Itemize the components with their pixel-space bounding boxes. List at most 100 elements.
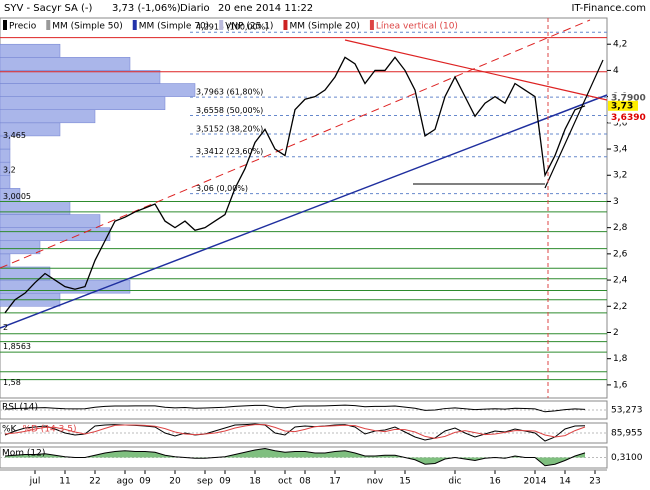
- period: Diario: [180, 3, 210, 14]
- legend-box: [283, 20, 288, 30]
- x-tick-label: oct: [278, 477, 292, 487]
- legend-label: Línea vertical (10): [376, 22, 458, 32]
- fib-label: 3,3412 (23,60%): [196, 147, 263, 156]
- price-label-box: [608, 112, 638, 123]
- indicator-value: 85,955: [611, 429, 643, 439]
- fib-label: 3,6558 (50,00%): [196, 106, 263, 115]
- indicator-panel: [0, 400, 608, 420]
- legend-label: MM (Simple 50): [52, 22, 122, 32]
- change: 3,73 (-1,06%): [112, 3, 181, 14]
- x-tick-label: 16: [489, 477, 501, 487]
- volume-bar: [0, 227, 111, 242]
- profile-label: 3,465: [3, 131, 26, 140]
- legend-box: [219, 20, 224, 30]
- indicator-value: 0,3100: [611, 453, 643, 463]
- x-tick-label: 09: [219, 477, 231, 487]
- price-label: 3,7900: [611, 93, 646, 103]
- fib-label: 4,2915 (100,00%): [196, 23, 268, 32]
- volume-bar: [0, 253, 11, 268]
- profile-label: 3,2: [3, 166, 16, 175]
- indicator-line: [4, 447, 586, 467]
- price-label-box: [608, 100, 638, 111]
- volume-bar: [0, 174, 11, 189]
- volume-bar: [0, 201, 71, 215]
- x-tick-label: 23: [589, 477, 600, 487]
- x-tick-label: 08: [299, 477, 311, 487]
- y-tick-label: 1,6: [613, 380, 628, 390]
- trend-line: [0, 19, 591, 269]
- y-tick-label: 2,6: [613, 249, 628, 259]
- x-tick-label: 2014: [524, 477, 547, 487]
- x-tick-label: 14: [559, 477, 571, 487]
- x-tick-label: 18: [249, 477, 261, 487]
- fib-label: 3,06 (0,00%): [196, 184, 248, 193]
- ticker: SYV - Sacyr SA (-): [4, 3, 93, 14]
- x-tick-label: 20: [169, 477, 181, 487]
- legend-label: VNP (25 1): [225, 22, 273, 32]
- fib-label: 3,5152 (38,20%): [196, 124, 263, 133]
- volume-bar: [0, 214, 101, 228]
- price-label: 3,6390: [611, 113, 646, 123]
- date: 20 ene 2014 11:22: [218, 3, 313, 14]
- profile-label: 2: [3, 323, 8, 332]
- x-tick-label: ago: [117, 477, 134, 487]
- volume-bar: [0, 148, 11, 163]
- y-tick-label: 4: [613, 66, 619, 76]
- y-tick-label: 3,6: [613, 118, 628, 128]
- x-tick-label: 22: [89, 477, 100, 487]
- indicator-area: [5, 448, 585, 466]
- legend-box: [46, 20, 51, 30]
- volume-bar: [0, 43, 61, 58]
- x-tick-label: dic: [448, 477, 461, 487]
- x-tick-label: jul: [29, 477, 41, 487]
- y-tick-label: 2,2: [613, 302, 627, 312]
- legend-label: MM (Simple 70): [139, 22, 209, 32]
- indicator-name: Mom (12): [2, 449, 45, 459]
- y-tick-label: 1,8: [613, 354, 628, 364]
- indicator-line: [4, 423, 586, 442]
- price-line: [4, 56, 586, 314]
- indicator-line: [4, 404, 586, 413]
- y-tick-label: 2,4: [613, 276, 628, 286]
- volume-bar: [0, 266, 51, 281]
- volume-bar: [0, 83, 196, 97]
- y-tick-label: 4,2: [613, 40, 627, 50]
- indicator-name: RSI (14): [2, 403, 38, 413]
- volume-bar: [0, 240, 41, 255]
- y-tick-label: 3,4: [613, 145, 628, 155]
- price-label-box: [608, 92, 638, 103]
- x-tick-label: 17: [329, 477, 340, 487]
- legend-box: [132, 20, 137, 30]
- legend-box: [3, 20, 7, 30]
- volume-bar: [0, 57, 131, 71]
- profile-label: 1,8563: [3, 342, 31, 351]
- volume-bar: [0, 70, 161, 84]
- profile-label: 1,58: [3, 378, 21, 387]
- y-tick-label: 2: [613, 328, 619, 338]
- price-label: 3,73: [611, 101, 633, 111]
- legend-box: [369, 20, 374, 30]
- x-tick-label: sep: [197, 477, 213, 487]
- x-tick-label: 09: [139, 477, 151, 487]
- trend-line: [0, 94, 608, 329]
- y-tick-label: 2,8: [613, 223, 628, 233]
- indicator-line: [4, 424, 586, 439]
- indicator-name: %K: [2, 425, 18, 435]
- volume-bar: [0, 109, 96, 124]
- y-tick-label: 3: [613, 197, 619, 207]
- volume-bar: [0, 96, 166, 110]
- legend-label: MM (Simple 20): [289, 22, 359, 32]
- trend-line: [544, 59, 604, 189]
- indicator-value: 53,273: [611, 406, 643, 416]
- x-tick-label: 11: [59, 477, 70, 487]
- trend-line: [344, 39, 608, 101]
- indicator-name: %D (14 3 5): [22, 425, 76, 435]
- profile-label: 3,0005: [3, 192, 31, 201]
- y-tick-label: 3,2: [613, 171, 627, 181]
- legend-label: Precio: [9, 22, 37, 32]
- brand: IT-Finance.com: [571, 3, 646, 14]
- trend-lines: [0, 18, 608, 398]
- fib-label: 3,7963 (61,80%): [196, 88, 263, 97]
- x-tick-label: nov: [367, 477, 384, 487]
